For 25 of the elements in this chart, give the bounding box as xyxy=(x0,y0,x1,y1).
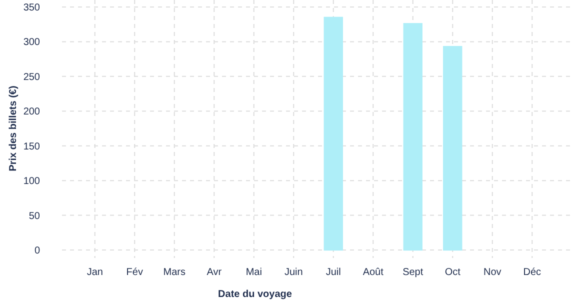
x-tick-label: Août xyxy=(362,267,384,278)
bar xyxy=(324,16,343,251)
x-tick-label: Mai xyxy=(246,267,262,278)
x-tick-label: Jan xyxy=(86,267,103,278)
y-tick-label: 350 xyxy=(23,2,40,14)
x-axis-title: Date du voyage xyxy=(218,289,292,300)
y-tick-label: 100 xyxy=(23,176,40,188)
y-tick-label: 0 xyxy=(34,246,40,256)
x-tick-label: Oct xyxy=(444,267,461,278)
x-tick-label: Mars xyxy=(163,267,186,278)
y-tick-label: 50 xyxy=(28,210,40,222)
y-tick-label: 150 xyxy=(23,141,40,152)
bar xyxy=(403,23,422,251)
y-tick-label: 200 xyxy=(23,106,40,118)
x-tick-label: Avr xyxy=(206,267,222,278)
y-tick-label: 300 xyxy=(23,37,40,48)
x-tick-label: Fév xyxy=(126,267,143,278)
y-axis-title: Prix des billets (€) xyxy=(8,86,19,172)
x-tick-label: Déc xyxy=(523,267,542,278)
x-tick-label: Nov xyxy=(483,267,502,278)
bar xyxy=(443,46,462,251)
x-tick-label: Sept xyxy=(402,267,424,278)
x-tick-label: Juil xyxy=(326,267,341,278)
y-tick-label: 250 xyxy=(23,72,40,83)
x-tick-label: Juin xyxy=(284,267,303,278)
